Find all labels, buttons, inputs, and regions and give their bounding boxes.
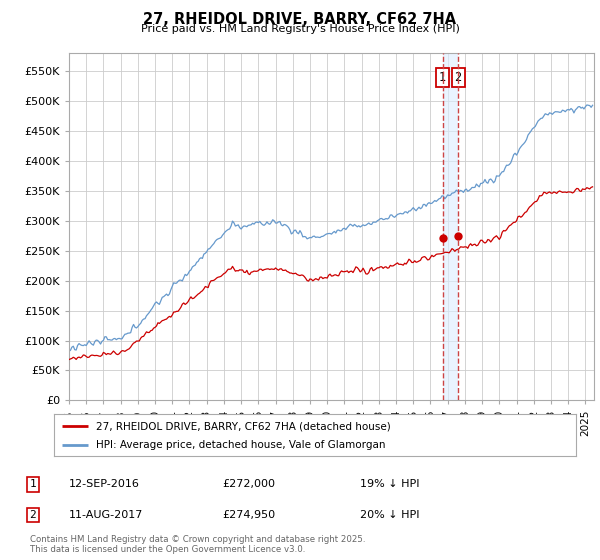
Text: 1: 1 [439,71,446,83]
Text: 2: 2 [454,71,461,83]
Text: £274,950: £274,950 [222,510,275,520]
Text: Price paid vs. HM Land Registry's House Price Index (HPI): Price paid vs. HM Land Registry's House … [140,24,460,34]
Text: 12-SEP-2016: 12-SEP-2016 [69,479,140,489]
Text: 27, RHEIDOL DRIVE, BARRY, CF62 7HA (detached house): 27, RHEIDOL DRIVE, BARRY, CF62 7HA (deta… [96,421,391,431]
Text: 1: 1 [29,479,37,489]
Text: Contains HM Land Registry data © Crown copyright and database right 2025.
This d: Contains HM Land Registry data © Crown c… [30,535,365,554]
Text: 19% ↓ HPI: 19% ↓ HPI [360,479,419,489]
Text: HPI: Average price, detached house, Vale of Glamorgan: HPI: Average price, detached house, Vale… [96,440,385,450]
Text: 27, RHEIDOL DRIVE, BARRY, CF62 7HA: 27, RHEIDOL DRIVE, BARRY, CF62 7HA [143,12,457,27]
Bar [443,53,458,400]
Text: 20% ↓ HPI: 20% ↓ HPI [360,510,419,520]
Text: 11-AUG-2017: 11-AUG-2017 [69,510,143,520]
Text: £272,000: £272,000 [222,479,275,489]
Text: 2: 2 [29,510,37,520]
